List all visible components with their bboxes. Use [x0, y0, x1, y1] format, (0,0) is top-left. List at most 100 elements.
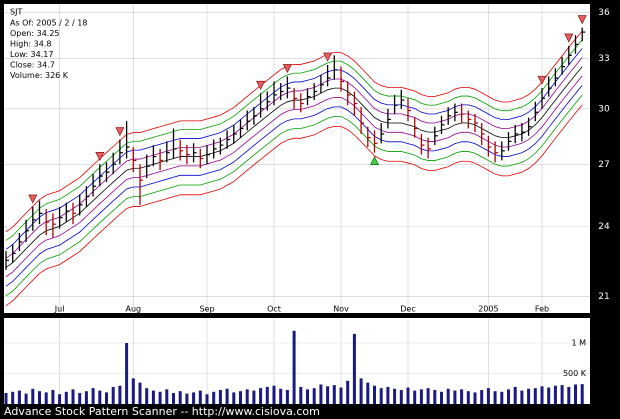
- volume-bar: [218, 389, 222, 404]
- volume-bar: [265, 386, 269, 404]
- volume-bar: [466, 391, 470, 404]
- volume-bar: [111, 386, 115, 404]
- volume-bar: [540, 386, 544, 404]
- y-tick-label: 21: [598, 292, 609, 302]
- volume-bar: [4, 393, 8, 404]
- volume-bar: [225, 388, 229, 404]
- sell-signal: [256, 80, 266, 90]
- volume-bar: [399, 389, 403, 404]
- envelope-line: [5, 104, 583, 307]
- info-line: High: 34.8: [10, 40, 51, 49]
- volume-bar: [198, 390, 202, 404]
- x-tick-label: Jul: [54, 305, 65, 314]
- volume-bar: [138, 382, 142, 404]
- volume-bar: [125, 343, 129, 404]
- volume-bar: [51, 389, 55, 404]
- envelope-line: [5, 94, 583, 297]
- envelope-line: [5, 85, 583, 287]
- volume-bar: [533, 388, 537, 404]
- envelope-line: [5, 48, 583, 250]
- volume-bar: [319, 384, 323, 404]
- sell-signal: [28, 194, 38, 204]
- x-tick-label: Aug: [125, 305, 141, 314]
- sell-signal: [323, 52, 333, 62]
- volume-bar: [239, 391, 242, 404]
- volume-bar: [71, 389, 75, 404]
- y-tick-label: 33: [598, 54, 609, 64]
- volume-bar: [346, 380, 350, 404]
- volume-bar: [446, 388, 450, 404]
- y-tick-label: 24: [598, 222, 610, 232]
- volume-bar: [507, 389, 510, 404]
- volume-bar: [245, 389, 249, 404]
- info-line: Volume: 326 K: [10, 71, 69, 80]
- volume-bar: [553, 385, 557, 404]
- volume-bar: [185, 393, 189, 404]
- sell-signal: [115, 127, 125, 137]
- volume-bar: [205, 394, 209, 404]
- volume-bar: [11, 391, 15, 404]
- info-line: As Of: 2005 / 2 / 18: [10, 19, 87, 28]
- volume-bar: [580, 384, 584, 404]
- volume-bar: [252, 390, 256, 404]
- sell-signal: [564, 33, 574, 43]
- x-tick-label: Sep: [199, 305, 214, 314]
- volume-bar: [406, 387, 410, 404]
- volume-bar: [393, 388, 397, 404]
- volume-bar: [84, 391, 88, 404]
- volume-bar: [366, 382, 370, 404]
- volume-bar: [259, 388, 263, 404]
- y-tick-label: 30: [598, 104, 610, 114]
- volume-bar: [299, 386, 303, 404]
- volume-bar: [212, 391, 216, 404]
- volume-bar: [567, 386, 571, 404]
- x-tick-label: Feb: [535, 305, 549, 314]
- volume-bar: [178, 391, 182, 404]
- envelope-line: [5, 30, 583, 233]
- volume-bar: [513, 386, 517, 404]
- volume-bar: [473, 392, 477, 404]
- volume-bar: [292, 330, 296, 404]
- volume-bar: [285, 389, 289, 404]
- info-line: Close: 34.7: [10, 61, 55, 70]
- volume-bar: [440, 391, 443, 404]
- sell-signal: [577, 15, 587, 25]
- volume-bar: [527, 388, 531, 404]
- volume-bar: [192, 392, 196, 404]
- volume-bar: [78, 393, 82, 404]
- buy-signal: [370, 156, 379, 166]
- volume-bar: [560, 385, 564, 404]
- volume-bar: [232, 392, 236, 404]
- volume-bar: [574, 384, 577, 404]
- volume-panel: [4, 318, 590, 404]
- volume-bar: [98, 390, 102, 404]
- volume-bar: [31, 388, 35, 404]
- volume-bar: [373, 385, 376, 404]
- volume-bar: [24, 393, 28, 404]
- volume-tick-label: 500 K: [563, 369, 587, 378]
- volume-tick-label: 1 M: [571, 339, 586, 348]
- info-line: Open: 34.25: [10, 29, 60, 38]
- envelope-line: [5, 75, 583, 278]
- footer: Advance Stock Pattern Scanner -- http://…: [4, 405, 320, 418]
- x-tick-label: 2005: [478, 305, 498, 314]
- y-tick-label: 36: [598, 8, 610, 18]
- x-tick-label: Oct: [267, 305, 281, 314]
- volume-bar: [272, 385, 276, 404]
- sell-signal: [537, 75, 547, 85]
- x-tick-label: Dec: [400, 305, 415, 314]
- envelope-line: [5, 39, 583, 241]
- x-tick-label: Nov: [333, 305, 349, 314]
- volume-bar: [312, 388, 316, 404]
- volume-bar: [453, 390, 457, 404]
- volume-bar: [131, 378, 135, 404]
- price-panel: [4, 4, 590, 313]
- ticker: SJT: [10, 8, 22, 17]
- volume-bar: [413, 390, 417, 404]
- volume-bar: [419, 389, 423, 404]
- volume-bar: [520, 390, 524, 404]
- sell-signal: [95, 151, 105, 161]
- volume-bar: [433, 389, 437, 404]
- volume-bar: [493, 391, 497, 404]
